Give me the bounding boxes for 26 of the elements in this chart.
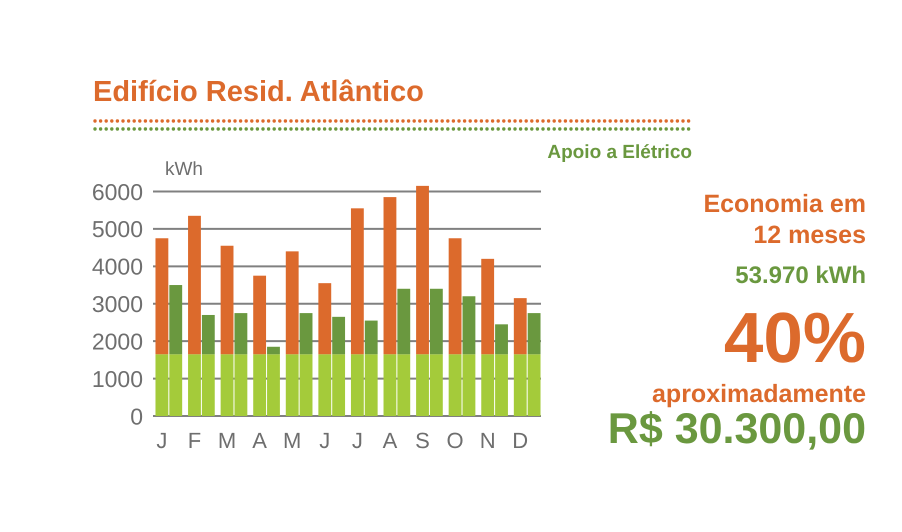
x-tick-label: F xyxy=(188,428,202,453)
x-tick-label: M xyxy=(283,428,302,453)
x-tick-label: J xyxy=(319,428,330,453)
x-tick-label: O xyxy=(446,428,464,453)
x-tick-label: J xyxy=(352,428,363,453)
y-axis-title: kWh xyxy=(165,159,203,180)
x-tick-label: S xyxy=(415,428,430,453)
text: Apoio a Elétrico xyxy=(547,142,692,163)
y-tick-label: 6000 xyxy=(92,178,143,205)
text: Economia em 12 meses xyxy=(703,190,866,249)
x-tick-label: A xyxy=(252,428,268,453)
y-tick-label: 1000 xyxy=(92,366,143,392)
x-tick-label: M xyxy=(218,428,236,453)
y-tick-label: 3000 xyxy=(92,291,143,318)
x-tick-label: J xyxy=(156,428,168,453)
chart-title: Edifício Resid. Atlântico xyxy=(93,76,424,108)
x-tick-label: A xyxy=(382,428,398,453)
x-tick-label: N xyxy=(480,428,496,453)
text: aproximadamente xyxy=(652,380,866,408)
text: 53.970 kWh xyxy=(735,262,866,289)
y-tick-label: 4000 xyxy=(92,254,143,280)
y-tick-label: 2000 xyxy=(92,328,143,354)
y-tick-label: 0 xyxy=(130,403,143,430)
text: 40% xyxy=(724,299,866,378)
x-tick-label: D xyxy=(512,428,528,453)
y-tick-label: 5000 xyxy=(92,216,143,242)
